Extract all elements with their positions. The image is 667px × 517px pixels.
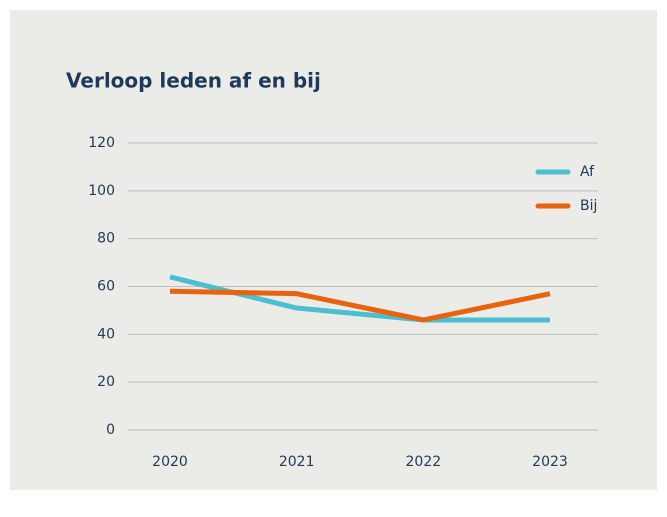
panel — [10, 10, 657, 490]
y-tick-label: 80 — [97, 231, 115, 247]
x-tick-label: 2020 — [152, 454, 188, 470]
y-tick-label: 120 — [88, 135, 115, 151]
y-tick-label: 0 — [106, 422, 115, 438]
y-tick-label: 20 — [97, 374, 115, 390]
x-tick-label: 2022 — [406, 454, 442, 470]
y-tick-label: 40 — [97, 326, 115, 342]
y-tick-label: 60 — [97, 279, 115, 295]
y-tick-label: 100 — [88, 183, 115, 199]
legend-label: Bij — [580, 198, 597, 214]
line-series — [169, 288, 551, 323]
x-tick-label: 2023 — [532, 454, 568, 470]
legend-label: Af — [580, 164, 595, 180]
chart-title: Verloop leden af en bij — [66, 69, 321, 93]
x-tick-label: 2021 — [279, 454, 315, 470]
